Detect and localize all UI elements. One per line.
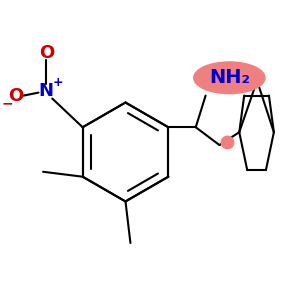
Text: −: − xyxy=(2,97,14,110)
Ellipse shape xyxy=(194,62,265,94)
Text: O: O xyxy=(8,87,23,105)
Text: O: O xyxy=(39,44,54,62)
Text: NH₂: NH₂ xyxy=(209,68,250,87)
Text: N: N xyxy=(39,82,54,100)
Text: +: + xyxy=(53,76,64,89)
